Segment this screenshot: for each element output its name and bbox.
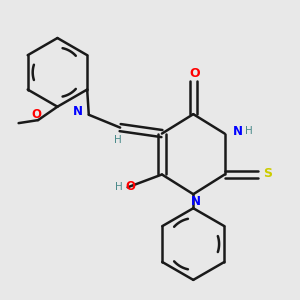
Text: S: S <box>263 167 272 180</box>
Text: O: O <box>126 180 136 193</box>
Text: H: H <box>245 126 253 136</box>
Text: H: H <box>114 134 122 145</box>
Text: N: N <box>191 195 201 208</box>
Text: N: N <box>73 105 83 118</box>
Text: O: O <box>190 68 200 80</box>
Text: O: O <box>32 108 41 121</box>
Text: N: N <box>233 125 243 138</box>
Text: H: H <box>116 182 123 192</box>
